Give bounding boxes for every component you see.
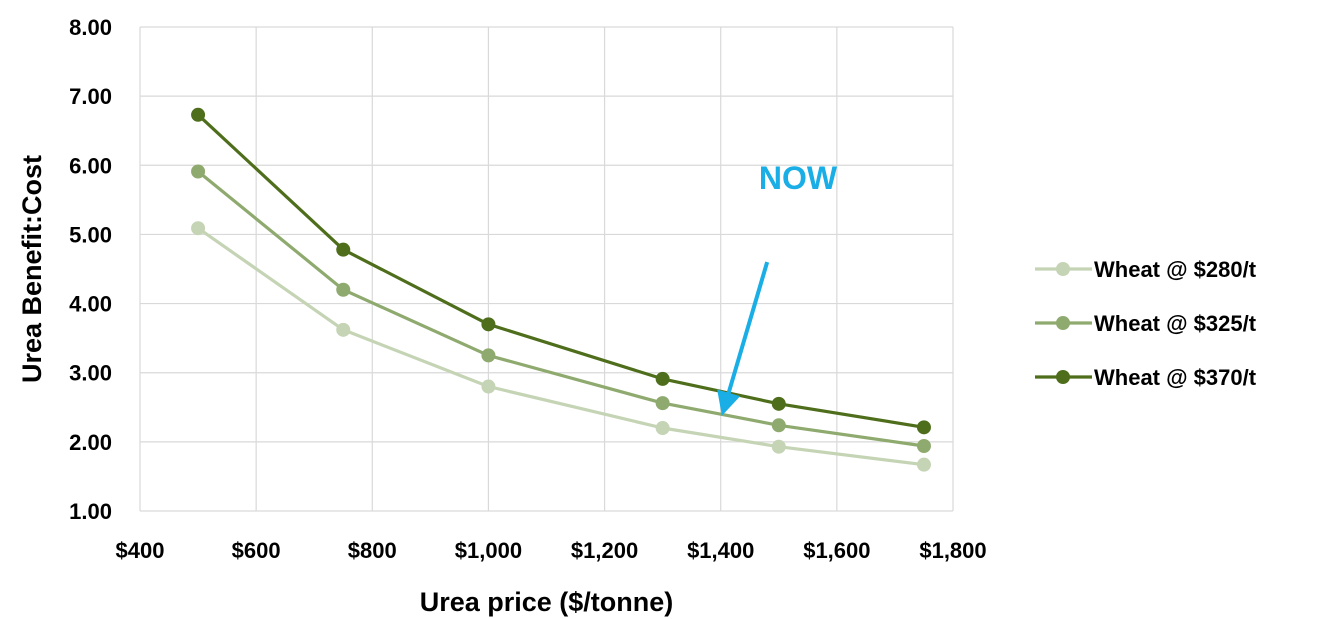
x-tick-label: $1,200 <box>571 538 638 563</box>
legend-label: Wheat @ $280/t <box>1094 257 1257 282</box>
x-tick-label: $1,600 <box>803 538 870 563</box>
now-label: NOW <box>759 160 838 196</box>
data-point <box>481 317 496 332</box>
data-point <box>655 421 670 436</box>
data-point <box>191 107 206 122</box>
legend-label: Wheat @ $325/t <box>1094 311 1257 336</box>
data-point <box>481 348 496 363</box>
y-tick-label: 2.00 <box>69 430 112 455</box>
data-point <box>916 457 931 472</box>
x-tick-label: $1,000 <box>455 538 522 563</box>
y-tick-label: 5.00 <box>69 222 112 247</box>
data-point <box>481 379 496 394</box>
y-tick-labels: 1.00 2.00 3.00 4.00 5.00 6.00 7.00 8.00 <box>69 15 112 524</box>
y-tick-label: 6.00 <box>69 153 112 178</box>
data-point <box>771 439 786 454</box>
y-tick-label: 8.00 <box>69 15 112 40</box>
data-point <box>336 242 351 257</box>
data-point <box>655 371 670 386</box>
y-tick-label: 7.00 <box>69 84 112 109</box>
data-point <box>916 420 931 435</box>
data-point <box>771 396 786 411</box>
data-point <box>191 164 206 179</box>
legend-label: Wheat @ $370/t <box>1094 365 1257 390</box>
series-group <box>191 107 931 472</box>
data-point <box>336 282 351 297</box>
legend-swatch-marker <box>1056 370 1070 384</box>
x-tick-label: $400 <box>116 538 165 563</box>
gridlines <box>139 26 954 512</box>
data-point <box>916 439 931 454</box>
x-tick-label: $600 <box>232 538 281 563</box>
x-tick-label: $800 <box>348 538 397 563</box>
y-axis-title: Urea Benefit:Cost <box>17 155 47 383</box>
x-tick-label: $1,400 <box>687 538 754 563</box>
series-line-2 <box>197 170 925 448</box>
x-tick-label: $1,800 <box>919 538 986 563</box>
legend: Wheat @ $280/t Wheat @ $325/t Wheat @ $370… <box>1035 257 1257 390</box>
series-line-3 <box>197 113 925 429</box>
x-axis-title: Urea price ($/tonne) <box>420 587 674 617</box>
x-tick-labels: $400 $600 $800 $1,000 $1,200 $1,400 $1,600 $1,8… <box>116 538 987 563</box>
data-point <box>771 418 786 433</box>
now-arrow <box>717 261 770 416</box>
y-tick-label: 1.00 <box>69 499 112 524</box>
series-line-1 <box>197 226 925 467</box>
legend-swatch-marker <box>1056 262 1070 276</box>
data-point <box>655 396 670 411</box>
data-point <box>336 322 351 337</box>
annotation: NOW <box>717 160 838 416</box>
y-tick-label: 4.00 <box>69 292 112 317</box>
data-point <box>191 221 206 236</box>
legend-swatch-marker <box>1056 316 1070 330</box>
y-tick-label: 3.00 <box>69 361 112 386</box>
